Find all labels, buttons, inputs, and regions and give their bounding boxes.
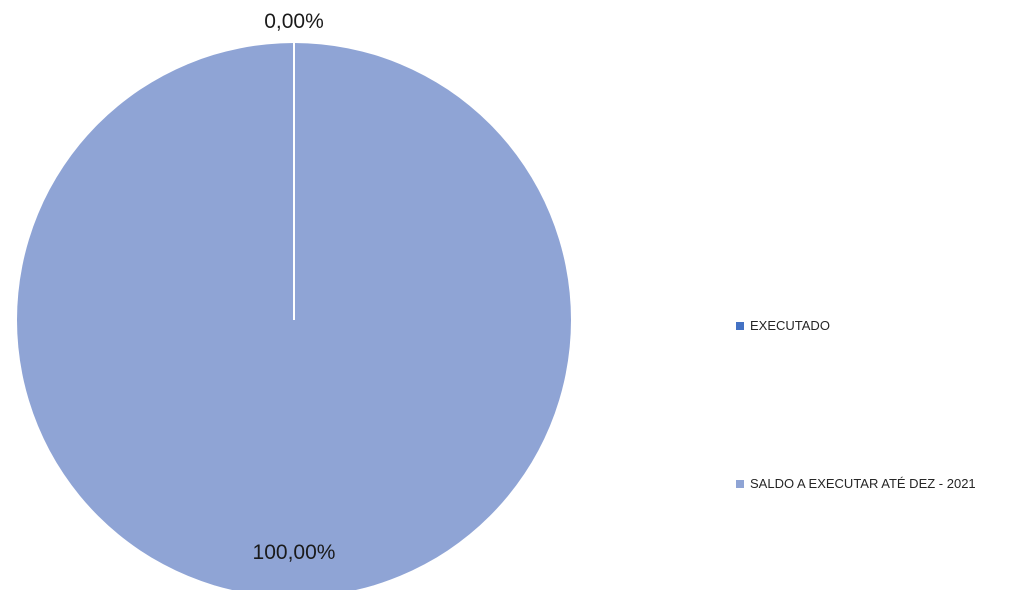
data-label-executado: 0,00%	[264, 10, 324, 33]
legend: EXECUTADO SALDO A EXECUTAR ATÉ DEZ - 202…	[736, 318, 976, 491]
pie-slices	[17, 43, 571, 595]
legend-label-executado: EXECUTADO	[750, 318, 830, 333]
data-labels: 0,00% 100,00%	[253, 10, 336, 564]
legend-swatch-saldo	[736, 480, 744, 488]
legend-label-saldo: SALDO A EXECUTAR ATÉ DEZ - 2021	[750, 476, 976, 491]
legend-swatch-executado	[736, 322, 744, 330]
data-label-saldo: 100,00%	[253, 541, 336, 564]
